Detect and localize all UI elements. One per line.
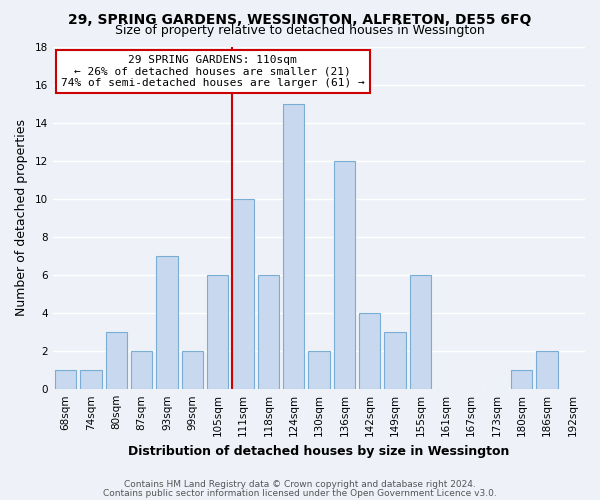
Bar xyxy=(55,370,76,389)
Bar xyxy=(511,370,532,389)
Bar xyxy=(283,104,304,389)
Bar xyxy=(106,332,127,389)
X-axis label: Distribution of detached houses by size in Wessington: Distribution of detached houses by size … xyxy=(128,444,510,458)
Text: Contains public sector information licensed under the Open Government Licence v3: Contains public sector information licen… xyxy=(103,488,497,498)
Text: 29 SPRING GARDENS: 110sqm
← 26% of detached houses are smaller (21)
74% of semi-: 29 SPRING GARDENS: 110sqm ← 26% of detac… xyxy=(61,55,365,88)
Bar xyxy=(536,351,558,389)
Bar xyxy=(334,160,355,389)
Bar xyxy=(156,256,178,389)
Y-axis label: Number of detached properties: Number of detached properties xyxy=(15,120,28,316)
Bar xyxy=(232,199,254,389)
Bar xyxy=(410,275,431,389)
Bar xyxy=(308,351,330,389)
Bar xyxy=(182,351,203,389)
Bar xyxy=(359,313,380,389)
Bar xyxy=(80,370,102,389)
Text: 29, SPRING GARDENS, WESSINGTON, ALFRETON, DE55 6FQ: 29, SPRING GARDENS, WESSINGTON, ALFRETON… xyxy=(68,12,532,26)
Text: Size of property relative to detached houses in Wessington: Size of property relative to detached ho… xyxy=(115,24,485,37)
Bar xyxy=(207,275,229,389)
Text: Contains HM Land Registry data © Crown copyright and database right 2024.: Contains HM Land Registry data © Crown c… xyxy=(124,480,476,489)
Bar xyxy=(131,351,152,389)
Bar xyxy=(384,332,406,389)
Bar xyxy=(257,275,279,389)
